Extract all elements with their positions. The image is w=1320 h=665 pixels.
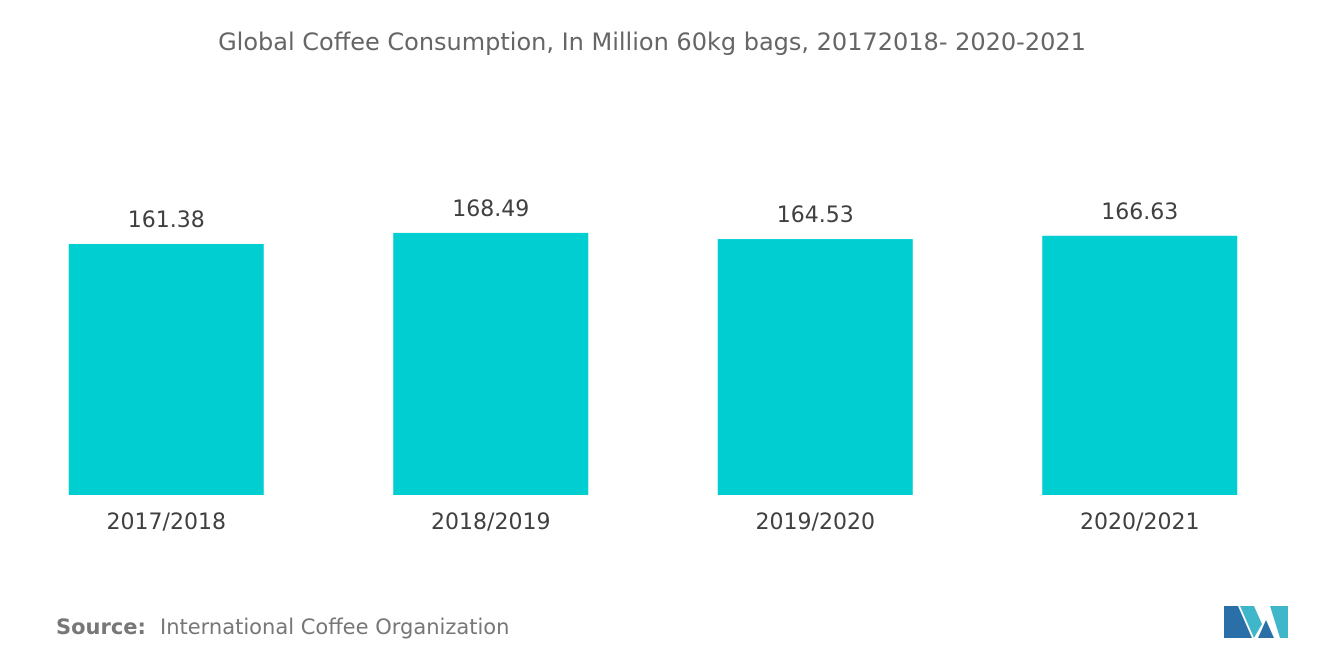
source-text: International Coffee Organization	[160, 615, 509, 639]
source-label: Source:	[56, 615, 146, 639]
x-tick-label: 2017/2018	[107, 510, 226, 535]
bar	[717, 239, 913, 495]
x-tick-label: 2019/2020	[756, 510, 875, 535]
bar	[68, 243, 264, 495]
bar	[1042, 235, 1238, 495]
x-tick-label: 2018/2019	[431, 510, 550, 535]
value-label: 168.49	[452, 197, 529, 222]
bar	[393, 232, 589, 495]
chart-title: Global Coffee Consumption, In Million 60…	[218, 28, 1086, 56]
value-label: 161.38	[128, 208, 205, 233]
logo	[1224, 606, 1288, 638]
x-tick-label: 2020/2021	[1080, 510, 1199, 535]
value-label: 164.53	[777, 203, 854, 228]
value-label: 166.63	[1101, 200, 1178, 225]
